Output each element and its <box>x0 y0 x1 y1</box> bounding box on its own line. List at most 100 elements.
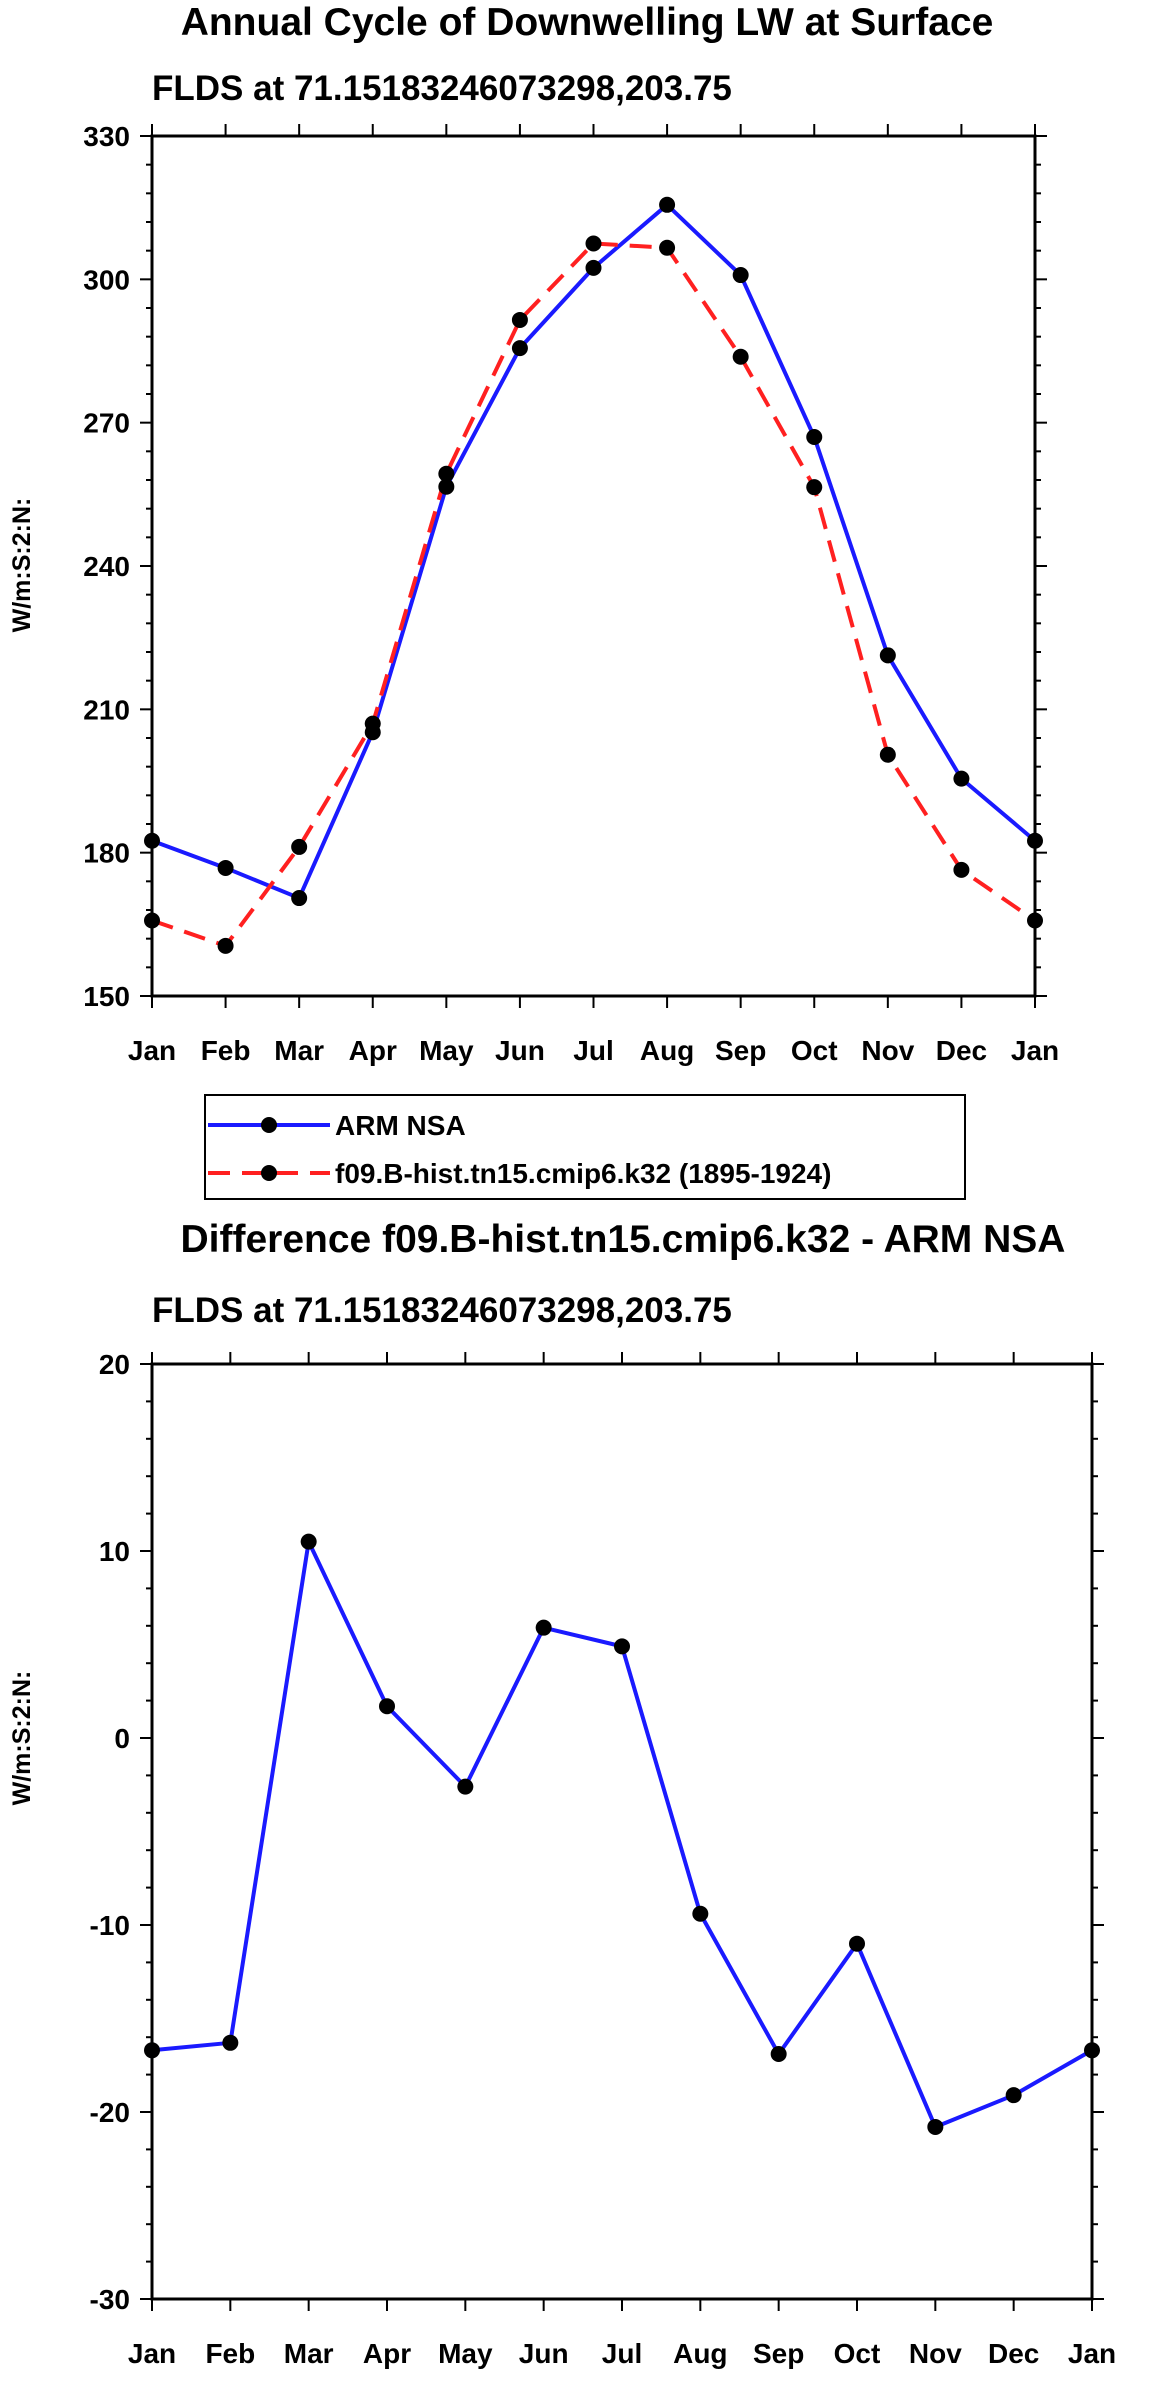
data-point-0 <box>806 429 823 445</box>
data-point-1 <box>291 838 308 855</box>
data-point-0 <box>879 647 896 664</box>
data-point-0 <box>1084 2042 1100 2059</box>
data-point-1 <box>144 912 160 929</box>
data-point-1 <box>217 937 234 954</box>
data-point-0 <box>659 196 676 213</box>
data-point-1 <box>879 746 896 763</box>
y-axis: -30 -20 -10 0 10 20 <box>90 1349 1104 2315</box>
series-line-0 <box>151 202 1037 901</box>
y-tick-label: 270 <box>83 408 130 439</box>
chart-subtitle: FLDS at 71.15183246073298,203.75 <box>152 69 732 108</box>
data-point-0 <box>222 2034 239 2051</box>
series-line-0 <box>151 1539 1093 2129</box>
x-axis: Jan Feb Mar Apr May Jun Jul Aug Sep Oct Nov Dec Jan <box>128 124 1059 1066</box>
x-tick-label: Nov <box>909 2338 962 2369</box>
data-point-1 <box>732 348 749 365</box>
series-group <box>144 196 1043 954</box>
x-tick-label: Dec <box>988 2338 1039 2369</box>
data-point-0 <box>585 259 602 276</box>
series-group <box>144 1533 1100 2135</box>
legend-marker-arm-nsa <box>261 1117 277 1133</box>
data-point-0 <box>438 478 455 495</box>
x-tick-label: Aug <box>640 1035 694 1066</box>
x-tick-label: Oct <box>834 2338 881 2369</box>
data-point-0 <box>379 1698 395 1715</box>
y-tick-label: 20 <box>99 1349 130 1380</box>
x-tick-label: Jul <box>573 1035 613 1066</box>
y-tick-label: 0 <box>114 1723 130 1754</box>
y-tick-label: 10 <box>99 1536 130 1567</box>
y-axis-label: W/m:S:2:N: <box>8 1671 36 1806</box>
x-tick-label: Mar <box>274 1035 324 1066</box>
data-point-0 <box>953 770 970 787</box>
y-tick-label: -30 <box>90 2284 130 2315</box>
x-tick-label: Dec <box>936 1035 987 1066</box>
y-axis: 150 180 210 240 270 300 330 <box>83 121 1047 1012</box>
data-point-0 <box>144 2042 160 2059</box>
data-point-0 <box>1027 832 1043 849</box>
y-tick-label: 180 <box>83 838 130 869</box>
y-axis-label: W/m:S:2:N: <box>8 498 36 633</box>
annual-cycle-chart: Annual Cycle of Downwelling LW at Surfac… <box>8 1 1059 1200</box>
chart-title: Annual Cycle of Downwelling LW at Surfac… <box>181 1 994 44</box>
x-tick-label: Feb <box>201 1035 251 1066</box>
x-tick-label: Sep <box>753 2338 804 2369</box>
data-point-1 <box>511 311 528 328</box>
data-point-1 <box>364 715 381 732</box>
data-point-0 <box>927 2118 944 2135</box>
data-point-0 <box>1005 2087 1022 2104</box>
data-point-0 <box>291 890 308 907</box>
x-tick-label: Jan <box>128 2338 176 2369</box>
x-tick-label: Apr <box>349 1035 397 1066</box>
data-point-0 <box>732 267 749 284</box>
plot-frame <box>150 1362 1094 2301</box>
x-tick-label: Mar <box>284 2338 334 2369</box>
data-point-1 <box>1027 912 1043 929</box>
y-tick-label: -10 <box>90 1910 130 1941</box>
data-point-1 <box>953 861 970 878</box>
y-tick-label: -20 <box>90 2097 130 2128</box>
x-tick-label: Jun <box>519 2338 569 2369</box>
y-tick-label: 300 <box>83 264 130 295</box>
x-tick-label: Nov <box>861 1035 914 1066</box>
x-tick-label: Jun <box>495 1035 545 1066</box>
y-tick-label: 150 <box>83 981 130 1012</box>
series-line-1 <box>151 241 1037 948</box>
data-point-0 <box>849 1935 865 1952</box>
chart-subtitle: FLDS at 71.15183246073298,203.75 <box>152 1291 732 1330</box>
data-point-1 <box>438 465 455 482</box>
data-point-1 <box>585 235 602 252</box>
y-tick-label: 240 <box>83 551 130 582</box>
y-tick-label: 210 <box>83 694 130 725</box>
data-point-0 <box>144 832 160 849</box>
y-tick-label: 330 <box>83 121 130 152</box>
x-tick-label: Jan <box>1068 2338 1116 2369</box>
data-point-0 <box>535 1619 552 1636</box>
data-point-0 <box>692 1905 709 1922</box>
legend-marker-model <box>261 1165 277 1181</box>
x-tick-label: May <box>419 1035 474 1066</box>
x-tick-label: May <box>438 2338 493 2369</box>
data-point-1 <box>806 479 823 496</box>
x-tick-label: Aug <box>673 2338 727 2369</box>
x-tick-label: Feb <box>205 2338 255 2369</box>
data-point-0 <box>457 1778 474 1795</box>
x-tick-label: Jul <box>602 2338 642 2369</box>
difference-chart: Difference f09.B-hist.tn15.cmip6.k32 - A… <box>8 1218 1116 2369</box>
x-tick-label: Jan <box>128 1035 176 1066</box>
data-point-0 <box>300 1533 317 1550</box>
x-axis: Jan Feb Mar Apr May Jun Jul Aug Sep Oct Nov Dec Jan <box>128 1352 1116 2369</box>
data-point-0 <box>614 1638 630 1655</box>
chart-title: Difference f09.B-hist.tn15.cmip6.k32 - A… <box>181 1218 1066 1261</box>
data-point-0 <box>511 340 528 357</box>
x-tick-label: Oct <box>791 1035 838 1066</box>
x-tick-label: Apr <box>363 2338 411 2369</box>
x-tick-label: Jan <box>1011 1035 1059 1066</box>
legend-box <box>204 1094 966 1200</box>
legend: ARM NSA f09.B-hist.tn15.cmip6.k32 (1895-… <box>204 1094 966 1200</box>
legend-label-model: f09.B-hist.tn15.cmip6.k32 (1895-1924) <box>335 1158 831 1189</box>
data-point-0 <box>770 2046 787 2063</box>
x-tick-label: Sep <box>715 1035 766 1066</box>
data-point-0 <box>217 859 234 876</box>
